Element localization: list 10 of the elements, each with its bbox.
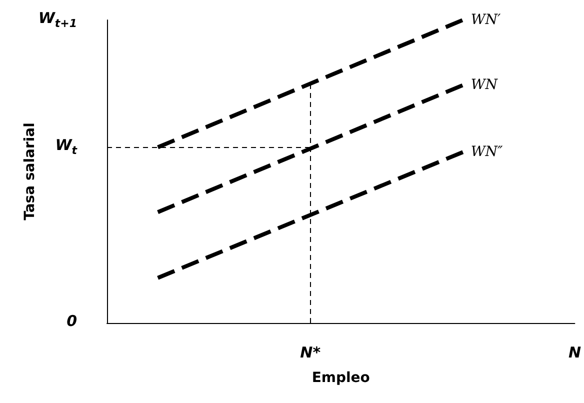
series-label: WN″: [470, 144, 504, 160]
x-axis-title: Empleo: [312, 370, 370, 386]
text: 0: [66, 312, 77, 330]
x-tick-label: N: [568, 344, 582, 362]
text: W$_{t}$: [55, 136, 77, 158]
x-tick-label: N*: [300, 344, 321, 362]
series-label: WN′: [470, 12, 502, 28]
y-axis-title: Tasa salarial: [22, 122, 38, 220]
series-label: WN: [470, 77, 498, 94]
text: W$_{t+1}$: [38, 9, 77, 30]
